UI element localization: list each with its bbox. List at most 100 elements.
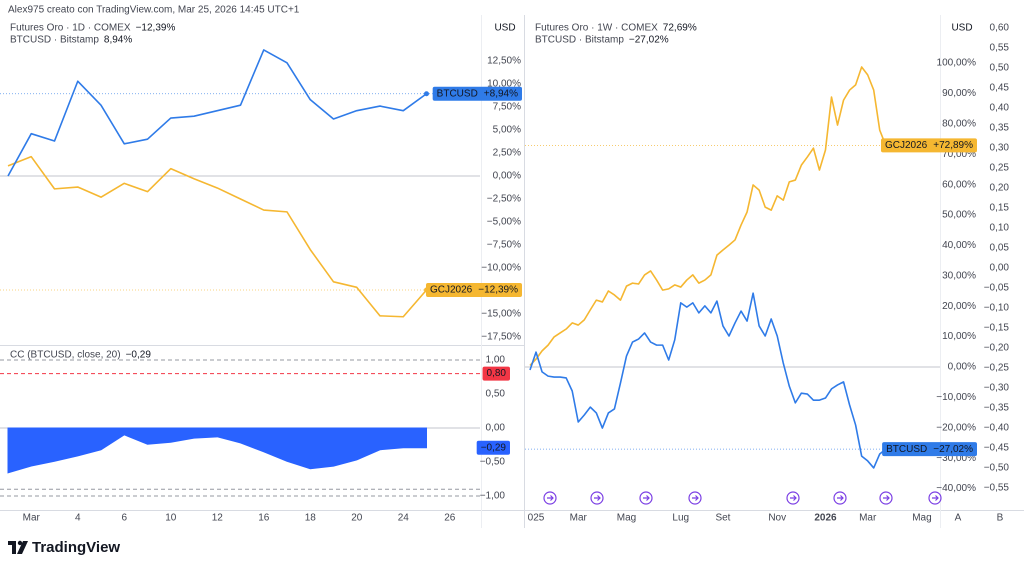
y2-tick-label: 0,55 (990, 43, 1010, 54)
price-tag-box (882, 442, 977, 457)
y-tick-label: −2,50% (487, 194, 521, 205)
legend-name: BTCUSD · Bitstamp (535, 35, 624, 46)
legend-value: 72,69% (663, 23, 697, 34)
axis-button[interactable]: B (997, 513, 1004, 524)
y-tick-label: 10,00% (942, 331, 976, 342)
series-line (7, 49, 427, 177)
y2-tick-label: −0,10 (984, 303, 1010, 314)
legend-value: −27,02% (629, 35, 669, 46)
logo-mark (8, 541, 16, 554)
axis-button[interactable]: A (955, 513, 962, 524)
x-tick-label: Set (715, 513, 730, 524)
x-tick-label: Mag (912, 513, 931, 524)
y-tick-label: −0,50 (480, 457, 506, 468)
y-tick-label: 60,00% (942, 179, 976, 190)
y-tick-label: 12,50% (487, 56, 521, 67)
price-tag-name: BTCUSD (437, 88, 478, 99)
legend-value: 8,94% (104, 35, 132, 46)
y2-tick-label: −0,45 (984, 443, 1010, 454)
price-tag: −12,39% GCJ2026 (425, 282, 522, 297)
legend-name: BTCUSD · Bitstamp (10, 35, 99, 46)
legend-name: Futures Oro · 1D · COMEX (10, 23, 131, 34)
y2-tick-label: −0,55 (984, 483, 1010, 494)
y2-tick-label: 0,40 (990, 103, 1010, 114)
y-tick-label: −17,50% (481, 332, 521, 343)
price-tag-value: +8,94% (484, 88, 518, 99)
x-tick-label: 20 (351, 513, 363, 524)
event-icon[interactable] (879, 491, 893, 505)
event-icon[interactable] (688, 491, 702, 505)
x-tick-label: 4 (75, 513, 81, 524)
y2-tick-label: −0,15 (984, 323, 1010, 334)
x-tick-label: 12 (212, 513, 224, 524)
x-tick-label: 6 (121, 513, 127, 524)
y-tick-label: −10,00% (936, 392, 976, 403)
y2-tick-label: 0,60 (990, 23, 1010, 34)
y-tick-label: −40,00% (936, 483, 976, 494)
y-tick-label: 0,00% (493, 171, 521, 182)
y-tick-label: 70,00% (942, 149, 976, 160)
y-tick-label: 40,00% (942, 240, 976, 251)
y-tick-label: −20,00% (936, 422, 976, 433)
event-icons (543, 491, 942, 505)
brand-name: TradingView (32, 539, 120, 556)
y-tick-label: 5,00% (493, 125, 521, 136)
y-tick-label: 50,00% (942, 210, 976, 221)
x-tick-label: 2026 (814, 513, 837, 524)
signal-box (482, 366, 510, 381)
event-icon[interactable] (543, 491, 557, 505)
price-tag: −27,02% BTCUSD (882, 442, 977, 457)
event-icon[interactable] (639, 491, 653, 505)
y-tick-label: 80,00% (942, 118, 976, 129)
y-tick-label: 90,00% (942, 88, 976, 99)
y2-tick-label: −0,30 (984, 383, 1010, 394)
price-tag-box (476, 440, 510, 455)
y-tick-label: 1,00 (486, 355, 506, 366)
y2-tick-label: 0,20 (990, 183, 1010, 194)
x-tick-label: 025 (528, 513, 545, 524)
y2-tick-label: −0,05 (984, 283, 1010, 294)
event-icon[interactable] (590, 491, 604, 505)
y2-tick-label: 0,15 (990, 203, 1010, 214)
signal-tag: 0,80 (482, 366, 510, 381)
x-tick-label: 18 (305, 513, 317, 524)
y2-tick-label: −0,35 (984, 403, 1010, 414)
y-tick-label: 2,50% (493, 148, 521, 159)
price-tag-name: BTCUSD (886, 444, 927, 455)
y-tick-label: 30,00% (942, 270, 976, 281)
price-tag-value: +72,89% (933, 140, 973, 151)
x-tick-label: Mag (617, 513, 636, 524)
y-tick-label: 0,00 (486, 423, 506, 434)
event-icon[interactable] (833, 491, 847, 505)
price-tag: −0,29 (476, 440, 510, 455)
y-tick-label: 10,00% (487, 79, 521, 90)
y2-tick-label: −0,20 (984, 343, 1010, 354)
event-icon[interactable] (928, 491, 942, 505)
x-tick-label: Mar (859, 513, 877, 524)
price-tag-box (880, 138, 977, 153)
y2-tick-label: −0,25 (984, 363, 1010, 374)
y-tick-label: −15,00% (481, 309, 521, 320)
y2-tick-label: 0,10 (990, 223, 1010, 234)
y2-tick-label: −0,40 (984, 423, 1010, 434)
y-tick-label: −10,00% (481, 263, 521, 274)
y-tick-label: −5,00% (487, 217, 521, 228)
event-icon[interactable] (786, 491, 800, 505)
brand-logo (8, 540, 28, 554)
y-tick-label: 0,50 (486, 389, 506, 400)
y2-tick-label: 0,45 (990, 83, 1010, 94)
series-line (529, 292, 887, 469)
price-tag-name: GCJ2026 (885, 140, 928, 151)
x-tick-label: Mar (570, 513, 588, 524)
price-tag-box (425, 282, 522, 297)
y-tick-label: −30,00% (936, 453, 976, 464)
y2-tick-label: −0,50 (984, 463, 1010, 474)
price-tag-value: −12,39% (478, 285, 518, 296)
y2-tick-label: 0,50 (990, 63, 1010, 74)
credit: Alex975 creato con TradingView.com, Mar … (8, 5, 300, 16)
logo-mark (17, 540, 23, 546)
series-line (529, 66, 887, 367)
last-point (424, 91, 429, 97)
